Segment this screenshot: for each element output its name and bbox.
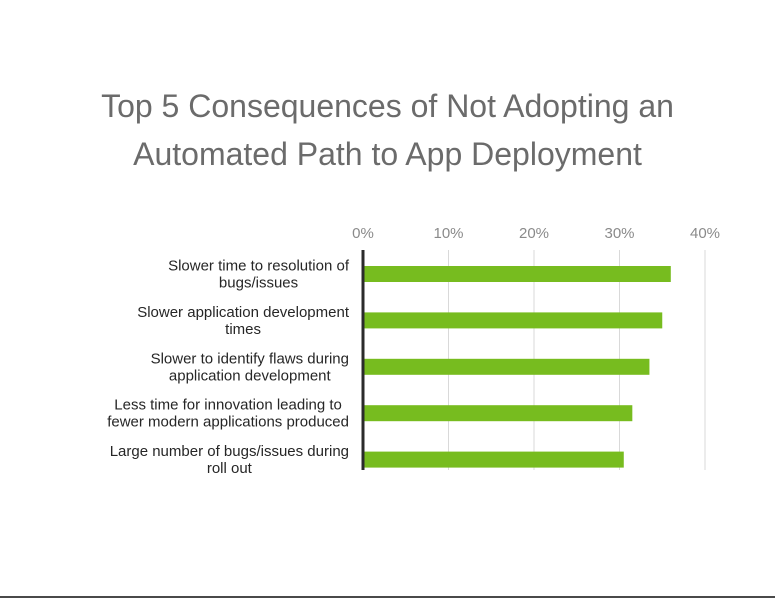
category-label: application development xyxy=(169,367,332,384)
x-tick-label: 30% xyxy=(604,225,634,242)
category-label: Slower application development xyxy=(137,304,350,321)
chart-title-line-1: Top 5 Consequences of Not Adopting an xyxy=(101,88,674,124)
bar xyxy=(363,451,624,468)
x-tick-label: 0% xyxy=(352,225,374,242)
category-label: Large number of bugs/issues during xyxy=(110,443,349,460)
x-tick-label: 10% xyxy=(433,225,463,242)
bar xyxy=(363,266,671,282)
category-label: Less time for innovation leading to xyxy=(114,397,342,414)
x-tick-label: 20% xyxy=(519,225,549,242)
category-label: times xyxy=(225,321,261,338)
x-tick-label: 40% xyxy=(690,225,720,242)
chart-title-line-2: Automated Path to App Deployment xyxy=(133,136,642,172)
bar xyxy=(363,358,650,375)
category-label: Slower to identify flaws during xyxy=(151,350,349,367)
bar xyxy=(363,312,663,329)
bar xyxy=(363,405,633,422)
category-label: bugs/issues xyxy=(219,275,298,292)
category-label: fewer modern applications produced xyxy=(107,414,349,431)
category-label: Slower time to resolution of xyxy=(168,258,350,275)
category-label: roll out xyxy=(207,460,253,477)
chart-title: Top 5 Consequences of Not Adopting an Au… xyxy=(0,82,775,178)
bottom-divider xyxy=(0,596,775,598)
